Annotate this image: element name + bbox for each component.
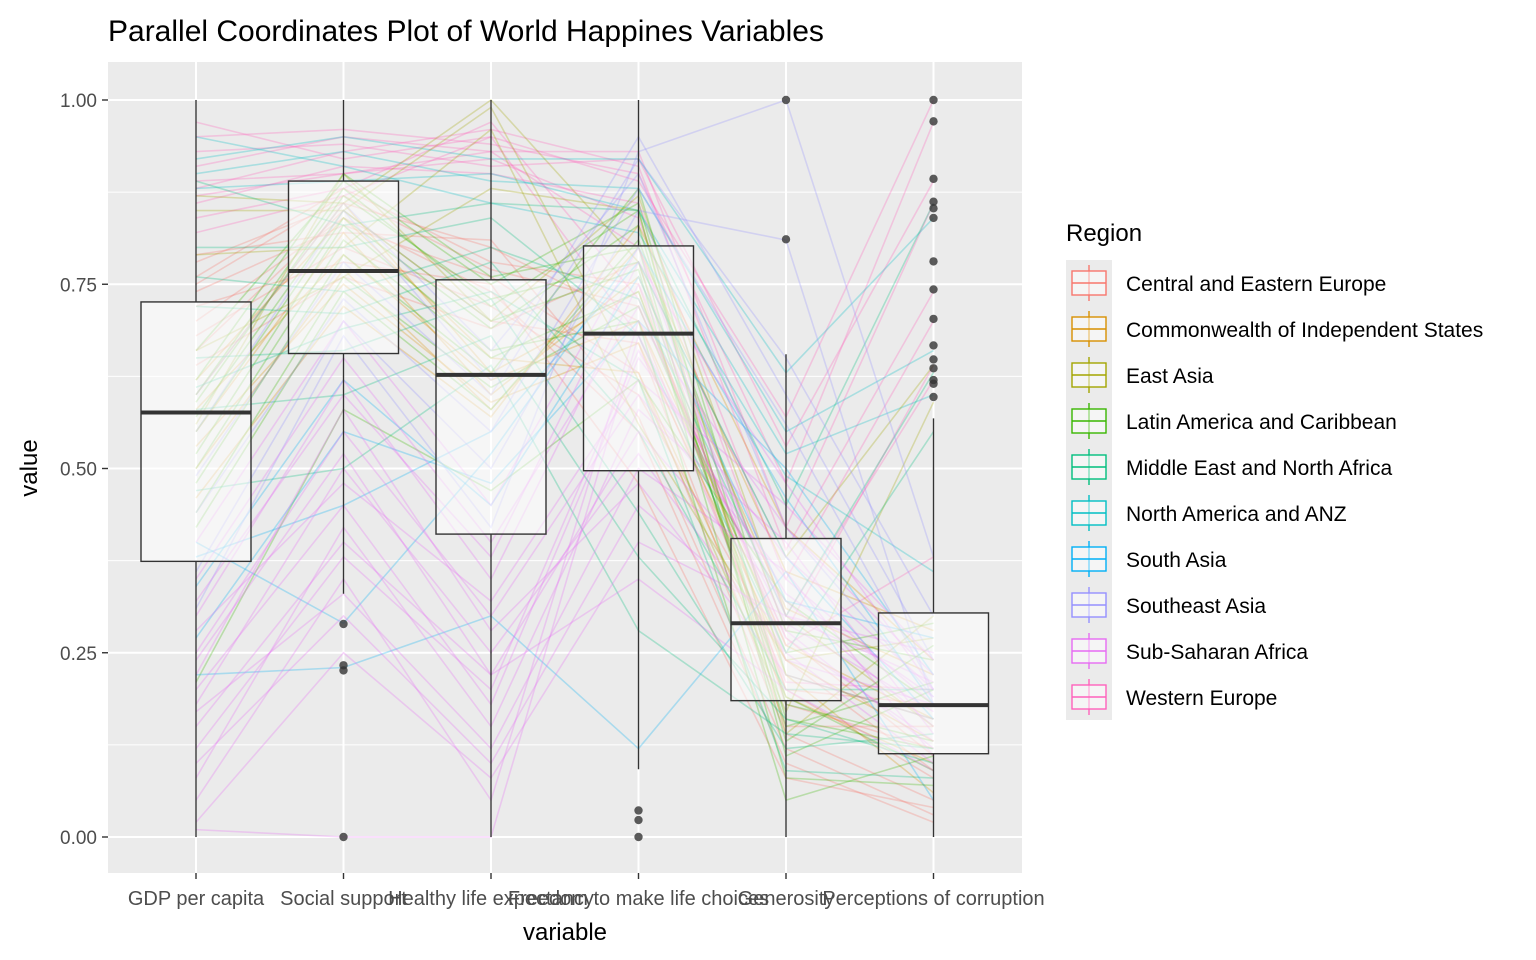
legend-item: Middle East and North Africa: [1066, 444, 1392, 490]
outlier-point: [339, 661, 348, 670]
outlier-point: [929, 213, 938, 223]
legend-label: Western Europe: [1126, 687, 1277, 710]
legend-item: Western Europe: [1066, 674, 1277, 720]
outlier-point: [929, 314, 938, 324]
outlier-point: [634, 832, 643, 842]
legend-item: North America and ANZ: [1066, 490, 1347, 536]
y-axis-title: value: [16, 439, 43, 496]
outlier-point: [929, 341, 938, 350]
outlier-point: [929, 197, 938, 206]
legend-label: East Asia: [1126, 365, 1214, 388]
outlier-point: [781, 95, 791, 105]
outlier-point: [339, 832, 348, 842]
series-line: [195, 165, 935, 581]
series-line: [195, 98, 935, 609]
series-line: [195, 364, 934, 750]
outlier-point: [929, 285, 938, 294]
outlier-point: [929, 204, 938, 213]
outlier-point: [929, 257, 938, 266]
box: [582, 245, 695, 472]
legend-label: Latin America and Caribbean: [1126, 411, 1397, 434]
x-tick-label: Freedom to make life choices: [508, 888, 769, 910]
legend-label: South Asia: [1126, 549, 1227, 572]
y-tick-label: 1.00: [60, 91, 97, 112]
y-tick-label: 0.75: [60, 275, 97, 296]
x-axis-title: variable: [523, 919, 607, 946]
series-line: [195, 136, 935, 374]
series-line: [195, 136, 934, 573]
series-line: [195, 150, 934, 433]
outlier-point: [929, 174, 938, 184]
box: [140, 301, 252, 563]
outlier-point: [929, 355, 938, 364]
legend-label: Southeast Asia: [1126, 595, 1266, 618]
x-tick-label: Perceptions of corruption: [822, 888, 1044, 910]
legend-item: Sub-Saharan Africa: [1066, 628, 1308, 674]
series-line: [195, 143, 935, 449]
outlier-point: [781, 235, 791, 244]
series-line: [195, 245, 935, 705]
boxplots: [140, 95, 990, 842]
outlier-point: [634, 815, 643, 825]
box: [877, 612, 990, 755]
x-tick-label: Generosity: [738, 888, 835, 910]
box: [287, 180, 400, 355]
legend-item: Central and Eastern Europe: [1066, 260, 1386, 306]
y-tick-label: 0.50: [60, 460, 97, 481]
outlier-point: [929, 364, 938, 373]
series-line: [195, 99, 935, 419]
legend-title: Region: [1066, 220, 1142, 247]
series-line: [195, 121, 935, 486]
series-line: [195, 378, 935, 661]
series-line: [195, 128, 935, 552]
series-line: [195, 319, 935, 676]
legend-item: South Asia: [1066, 536, 1227, 582]
outlier-point: [929, 117, 938, 126]
series-line: [195, 260, 935, 691]
series-line: [195, 452, 934, 772]
chart-title: Parallel Coordinates Plot of World Happi…: [108, 15, 824, 48]
box: [435, 279, 547, 535]
legend: Central and Eastern Europe Commonwealth o…: [1066, 260, 1483, 720]
series-line: [195, 334, 934, 765]
box: [730, 537, 842, 702]
y-tick-label: 0.25: [60, 644, 97, 665]
outlier-point: [929, 95, 938, 105]
legend-label: Commonwealth of Independent States: [1126, 319, 1483, 342]
x-tick-label: GDP per capita: [128, 888, 265, 910]
y-axis: 0.00 0.25 0.50 0.75 1.00: [60, 91, 108, 849]
legend-label: Middle East and North Africa: [1126, 457, 1392, 480]
legend-item: Latin America and Caribbean: [1066, 398, 1397, 444]
outlier-point: [929, 375, 938, 385]
x-tick-label: Social support: [280, 888, 407, 910]
y-tick-label: 0.00: [60, 828, 97, 849]
legend-item: Southeast Asia: [1066, 582, 1266, 628]
legend-label: Sub-Saharan Africa: [1126, 641, 1308, 664]
outlier-point: [634, 806, 643, 815]
legend-item: East Asia: [1066, 352, 1214, 398]
legend-label: North America and ANZ: [1126, 503, 1347, 526]
legend-label: Central and Eastern Europe: [1126, 273, 1386, 296]
outlier-point: [339, 619, 348, 629]
minor-gridlines: [108, 191, 1022, 746]
outlier-point: [929, 392, 938, 402]
series-line: [195, 209, 935, 705]
series-line: [195, 136, 935, 530]
x-tick-label: Healthy life expectancy: [388, 888, 594, 910]
legend-item: Commonwealth of Independent States: [1066, 306, 1483, 352]
